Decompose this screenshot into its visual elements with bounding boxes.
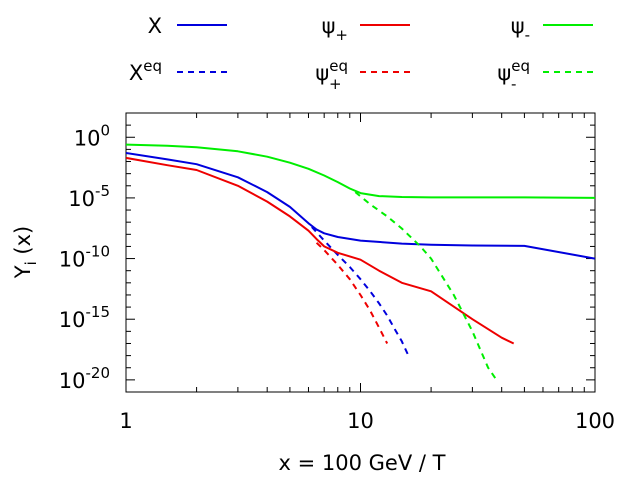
y-tick-label-base: 10 [68,187,95,211]
legend-label-sup: eq [511,57,530,75]
legend-label-name: ψ [511,14,525,38]
y-tick-label: 10-5 [68,182,110,211]
series-line [315,242,389,344]
legend-label-sub: - [511,75,516,93]
y-axis-title-sub: i [22,261,40,265]
series-line [126,143,595,199]
series-line [126,152,595,260]
series-line [126,156,515,345]
y-tick-label: 100 [74,121,110,150]
legend-label-name: X [148,14,162,38]
legend-label-name: ψ [315,61,329,85]
legend-label: ψeq + [315,57,348,93]
series-lines [126,143,595,381]
legend-label: Xeq [129,57,162,85]
y-tick-label: 10-10 [59,243,110,272]
legend-label-name: ψ [497,61,511,85]
legend-label-name: X [129,61,143,85]
y-axis-title: Yi (x) [11,226,40,280]
y-tick-label-exp: -20 [86,364,111,382]
y-tick-label-exp: -10 [86,243,111,261]
x-tick-label: 10 [347,409,374,433]
y-tick-label-exp: -15 [86,303,111,321]
x-tick-label: 1 [119,409,132,433]
y-tick-label-base: 10 [59,369,86,393]
plot-frame [125,112,596,393]
y-axis-title-rest: (x) [11,226,35,262]
x-tick-label: 100 [575,409,615,433]
legend-label-sub: - [525,26,530,44]
x-axis-title: x = 100 GeV / T [279,451,446,475]
legend-label-sup: eq [329,57,348,75]
y-axis-title-main: Y [11,265,35,279]
y-tick-label-base: 10 [59,308,86,332]
y-tick-label: 10-15 [59,303,110,332]
legend-label: ψ+ [322,14,348,44]
series-line [354,191,498,381]
y-tick-label-base: 10 [74,126,101,150]
legend-label-sub: + [335,26,348,44]
axis-ticks [125,112,595,393]
series-line [311,226,410,357]
y-tick-label: 10-20 [59,364,110,393]
y-tick-label-exp: 0 [100,121,110,139]
legend-label: ψ- [511,14,530,44]
legend-label: X [148,14,162,38]
legend-label-sub: + [329,75,342,93]
legend-label-sup: eq [143,57,162,75]
y-tick-label-base: 10 [59,248,86,272]
y-tick-label-exp: -5 [95,182,110,200]
legend-label: ψeq - [497,57,530,93]
legend-label-name: ψ [322,14,336,38]
